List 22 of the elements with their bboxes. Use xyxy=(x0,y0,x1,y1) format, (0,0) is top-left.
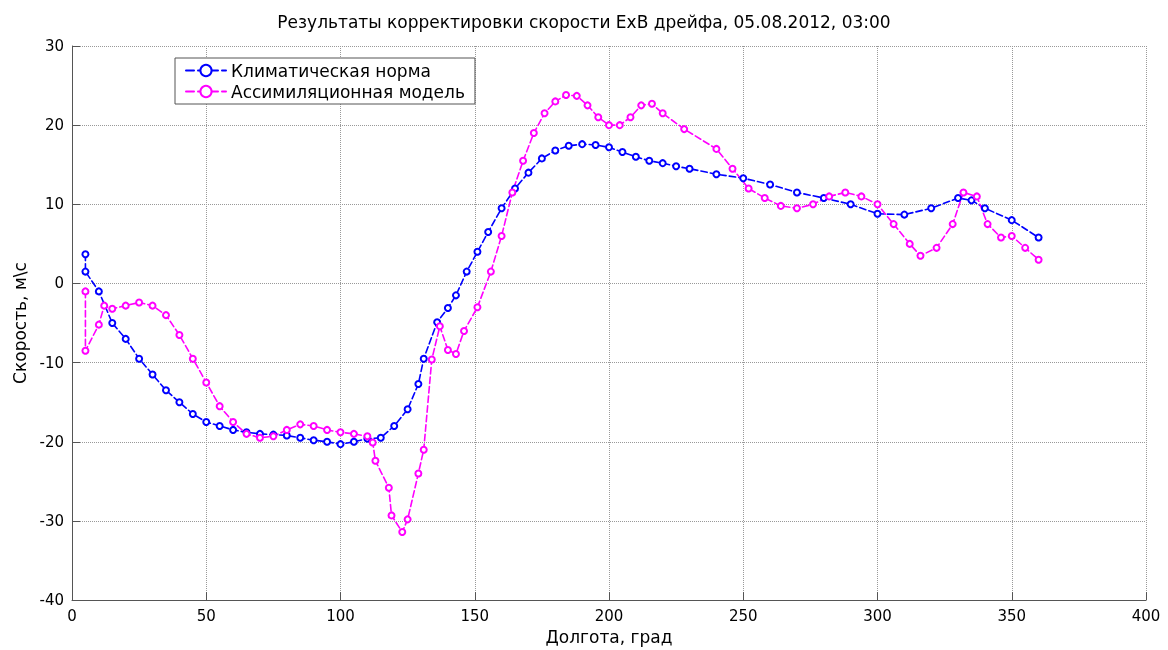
x-tick-label: 0 xyxy=(67,606,77,625)
y-tick-label: -20 xyxy=(39,432,64,451)
chart-title: Результаты корректировки скорости ExB дрейфа, 05.08.2012, 03:00 xyxy=(277,11,891,32)
x-tick-label: 250 xyxy=(728,606,758,625)
legend-label: Ассимиляционная модель xyxy=(231,81,465,102)
y-tick-label: 0 xyxy=(54,274,64,293)
x-tick-label: 350 xyxy=(997,606,1027,625)
x-tick-label: 150 xyxy=(460,606,490,625)
x-tick-label: 400 xyxy=(1131,606,1161,625)
x-tick-label: 50 xyxy=(196,606,216,625)
y-tick-label: -30 xyxy=(39,511,64,530)
y-tick-label: 30 xyxy=(44,37,64,55)
y-tick-label: -40 xyxy=(39,591,64,610)
x-tick-label: 200 xyxy=(594,606,624,625)
x-axis-title: Долгота, град xyxy=(545,626,673,647)
y-tick-label: 20 xyxy=(44,116,64,135)
x-tick-label: 100 xyxy=(326,606,355,625)
y-tick-label: 10 xyxy=(44,195,64,214)
legend-label: Климатическая норма xyxy=(231,60,431,81)
x-tick-label: 300 xyxy=(863,606,892,625)
y-axis-title: Скорость, м\с xyxy=(10,262,31,384)
y-tick-label: -10 xyxy=(39,353,64,372)
